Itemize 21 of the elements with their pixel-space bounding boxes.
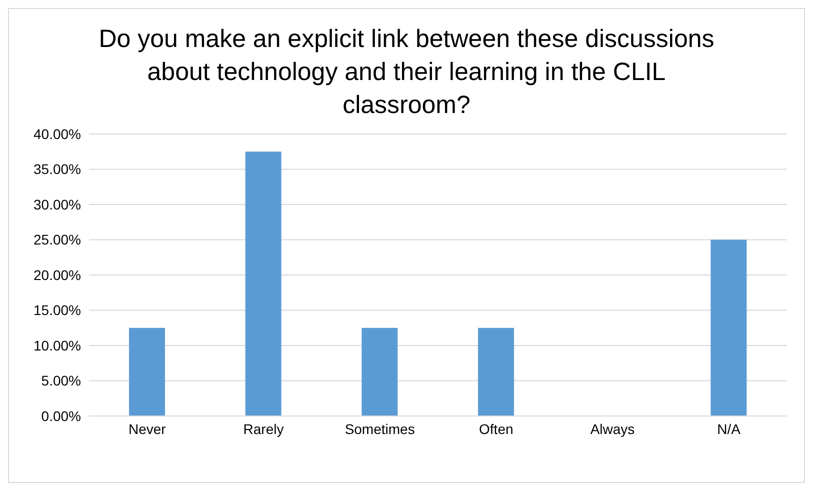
x-tick-label: N/A: [717, 420, 742, 437]
y-tick-label: 0.00%: [41, 408, 81, 424]
y-tick-label: 25.00%: [34, 232, 81, 248]
bar: [362, 328, 398, 416]
bar: [478, 328, 514, 416]
chart-title: Do you make an explicit link between these discussions about technology and their learning in the CLIL classroom?: [98, 24, 716, 121]
x-tick-label: Always: [590, 420, 635, 437]
x-tick-label: Sometimes: [344, 420, 415, 437]
y-tick-label: 40.00%: [34, 126, 81, 142]
bar: [129, 328, 165, 416]
y-tick-label: 20.00%: [34, 266, 81, 283]
y-tick-label: 35.00%: [34, 161, 81, 178]
x-tick-label: Never: [128, 420, 166, 437]
x-tick-label: Often: [479, 420, 514, 437]
y-tick-label: 10.00%: [34, 337, 81, 354]
y-tick-label: 5.00%: [41, 372, 81, 389]
y-tick-label: 30.00%: [34, 196, 81, 212]
x-tick-label: Rarely: [243, 420, 284, 437]
bar: [710, 240, 747, 416]
bar: [245, 152, 282, 416]
y-tick-label: 15.00%: [34, 302, 81, 318]
